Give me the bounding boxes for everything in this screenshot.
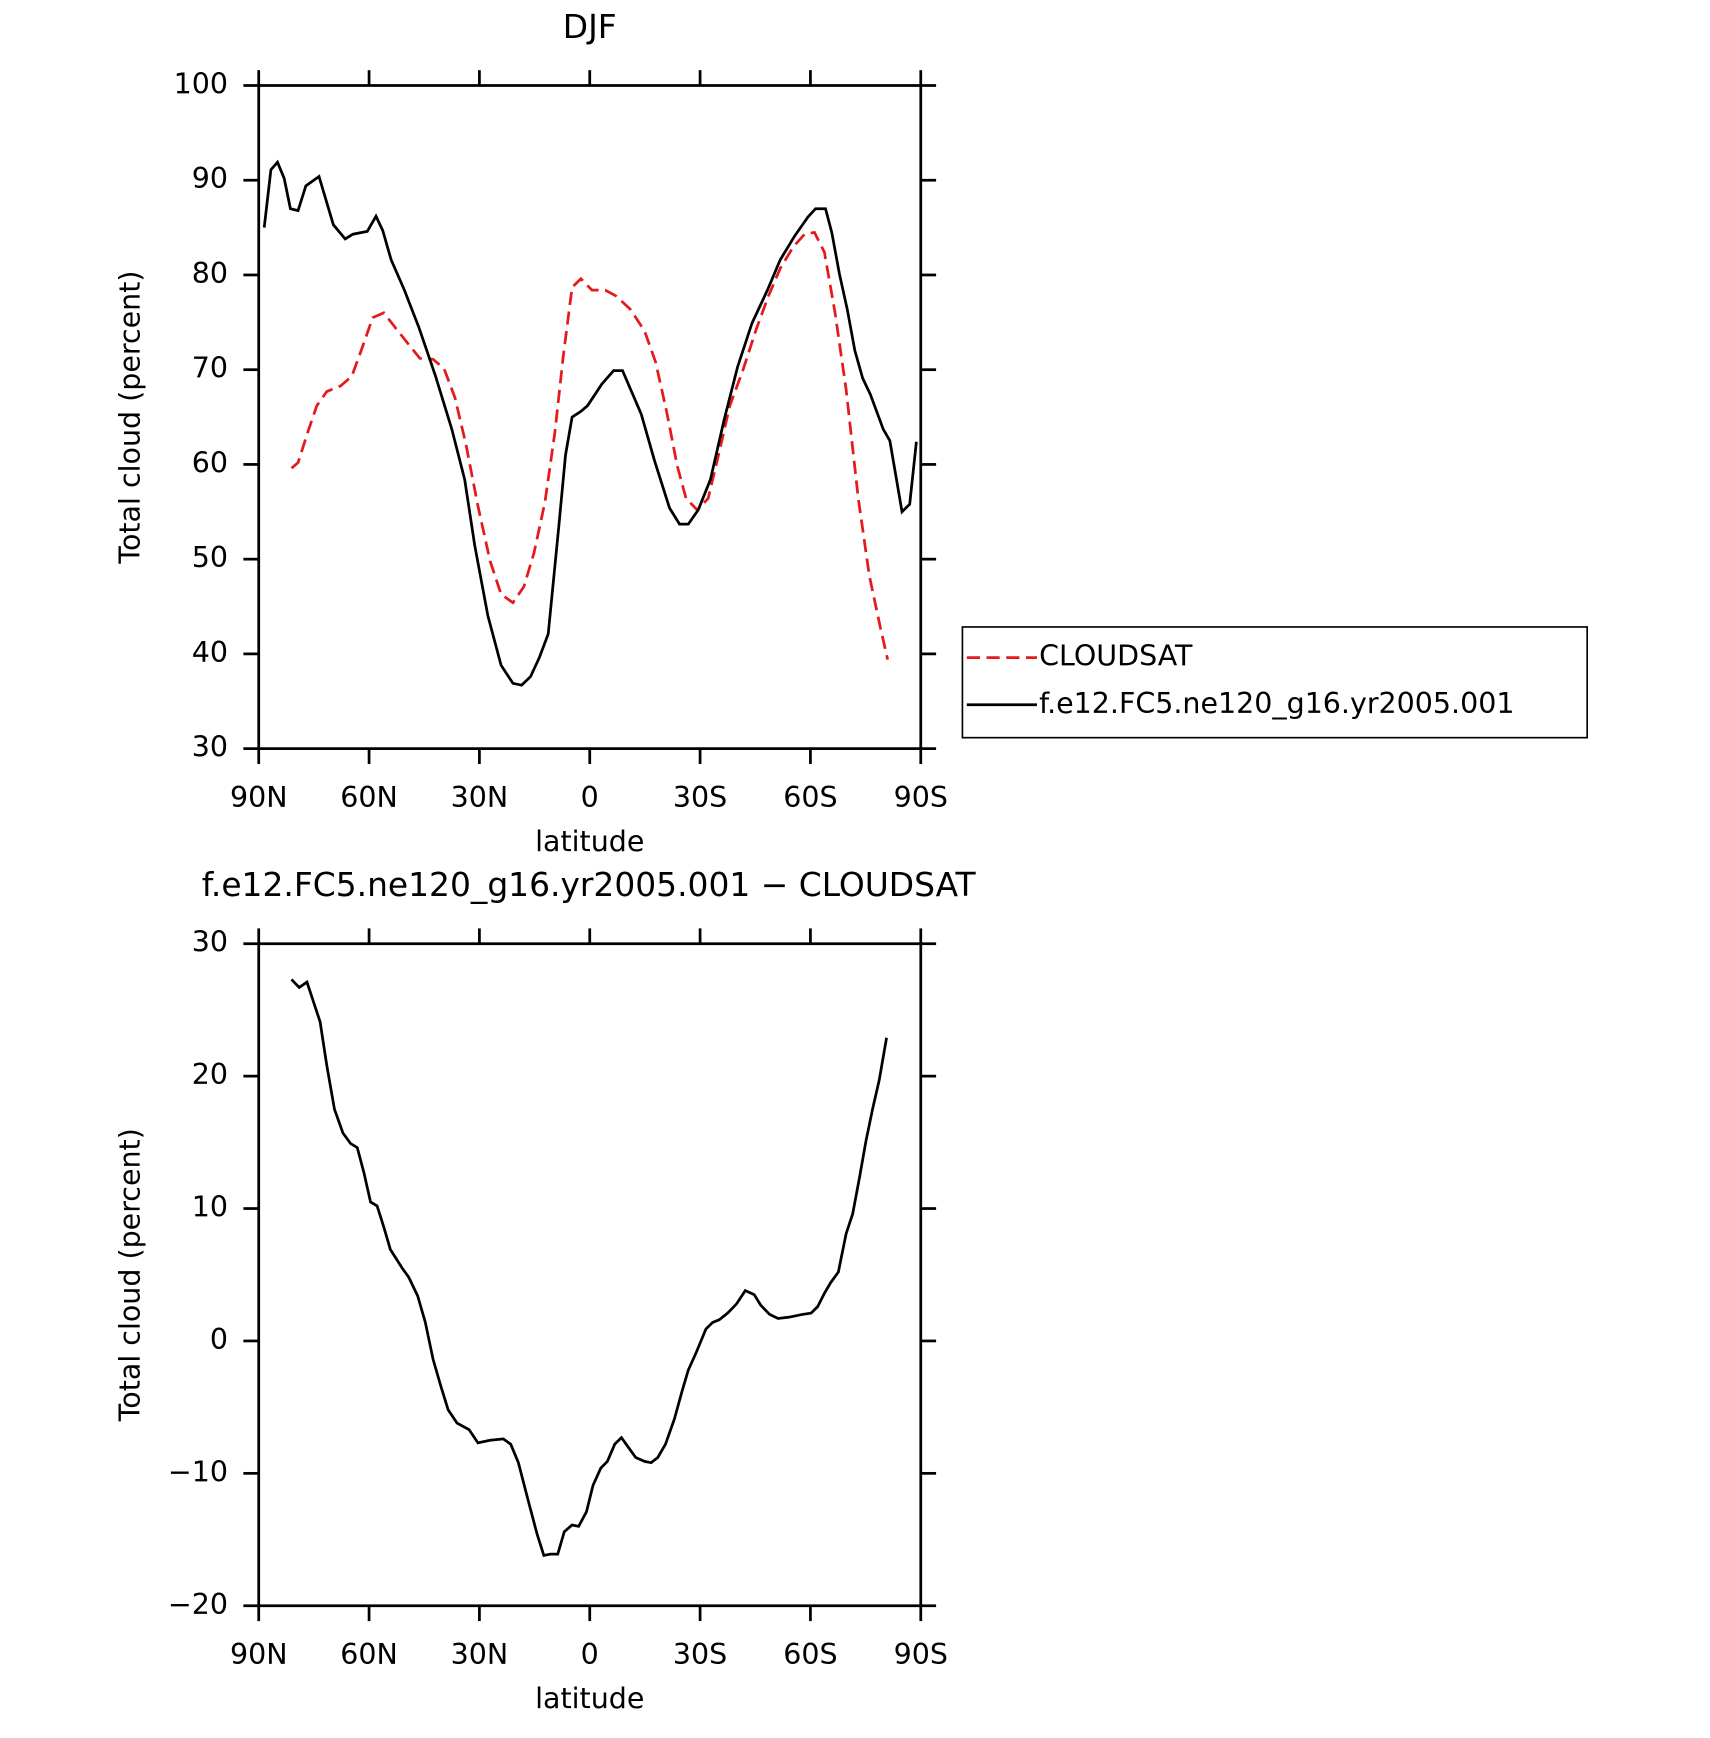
legend-label: CLOUDSAT [1039,640,1193,673]
x-axis-label: latitude [535,1682,644,1715]
y-tick-label: 30 [192,731,228,764]
legend-label: f.e12.FC5.ne120_g16.yr2005.001 [1039,687,1514,720]
data-line [290,230,889,660]
x-tick-label: 60N [340,781,398,814]
x-tick-label: 90S [894,781,948,814]
plot-frame [257,84,923,750]
y-tick-label: −10 [168,1455,228,1488]
x-axis-label: latitude [535,825,644,858]
y-axis-label: Total cloud (percent) [114,271,147,565]
x-tick-label: 60S [783,1638,837,1671]
x-tick-label: 60N [340,1638,398,1671]
x-tick-label: 0 [581,781,599,814]
x-tick-label: 90N [230,1638,288,1671]
y-tick-label: 10 [192,1191,228,1224]
x-tick-label: 60S [783,781,837,814]
y-tick-label: 30 [192,926,228,959]
y-tick-label: 40 [192,636,228,669]
x-tick-label: 90S [894,1638,948,1671]
y-tick-label: 60 [192,446,228,479]
chart-title: f.e12.FC5.ne120_g16.yr2005.001 − CLOUDSA… [202,865,977,904]
y-tick-label: 90 [192,162,228,195]
y-tick-label: 20 [192,1058,228,1091]
y-tick-label: 0 [210,1323,228,1356]
y-tick-label: −20 [168,1588,228,1621]
data-line [290,978,888,1558]
legend-box [961,626,1589,739]
y-tick-label: 100 [174,67,228,100]
chart-title: DJF [563,7,617,46]
y-tick-label: 50 [192,541,228,574]
x-tick-label: 30N [451,781,509,814]
y-tick-label: 70 [192,352,228,385]
x-tick-label: 30N [451,1638,509,1671]
y-axis-label: Total cloud (percent) [114,1128,147,1422]
y-tick-label: 80 [192,257,228,290]
data-line [262,159,918,687]
x-tick-label: 30S [673,1638,727,1671]
x-tick-label: 0 [581,1638,599,1671]
plot-frame [257,942,923,1608]
x-tick-label: 30S [673,781,727,814]
x-tick-label: 90N [230,781,288,814]
